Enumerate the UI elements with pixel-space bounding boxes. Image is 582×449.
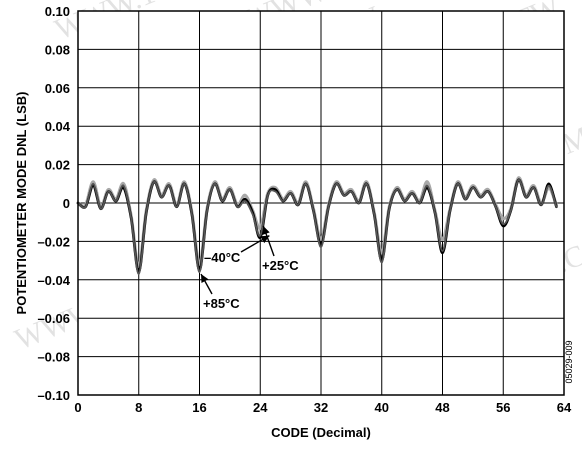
series-layer — [76, 176, 558, 275]
y-tick-labels: 0.10 0.08 0.06 0.04 0.02 0 –0.02 –0.04 –0.06 –0.0… — [37, 4, 70, 403]
y-tick-label: 0.10 — [45, 4, 70, 19]
x-tick-label: 64 — [557, 400, 572, 415]
plot-frame — [77, 10, 565, 396]
y-axis-label: POTENTIOMETER MODE DNL (LSB) — [14, 92, 29, 315]
x-tick-label: 0 — [74, 400, 81, 415]
y-tick-label: 0.08 — [45, 42, 70, 57]
x-tick-label: 40 — [375, 400, 389, 415]
x-tick-label: 32 — [314, 400, 328, 415]
y-tick-label: 0.02 — [45, 158, 70, 173]
annotation-plus25c-label: +25°C — [262, 258, 299, 273]
annotation-plus85c-label: +85°C — [203, 296, 240, 311]
figure-id: 05029-009 — [564, 340, 574, 383]
series-line-plus25c — [77, 179, 558, 275]
x-tick-label: 48 — [435, 400, 449, 415]
x-tick-labels: 0 8 16 24 32 40 48 56 64 — [74, 400, 572, 415]
y-tick-label: –0.10 — [37, 388, 70, 403]
annotation-plus85c-arrowhead — [201, 274, 209, 283]
x-tick-label: 24 — [253, 400, 268, 415]
annotation-plus25c-arrowhead — [262, 226, 270, 235]
y-tick-label: 0.04 — [45, 119, 71, 134]
x-axis-label: CODE (Decimal) — [271, 425, 371, 440]
x-tick-label: 8 — [135, 400, 142, 415]
x-tick-label: 56 — [496, 400, 510, 415]
annotations-layer: –40°C +25°C +85°C — [200, 225, 299, 311]
x-tick-label: 16 — [192, 400, 206, 415]
annotation-minus40c-label: –40°C — [204, 250, 241, 265]
y-tick-label: –0.06 — [37, 311, 70, 326]
y-tick-label: –0.08 — [37, 350, 70, 365]
y-tick-label: –0.02 — [37, 234, 70, 249]
y-tick-label: 0.06 — [45, 81, 70, 96]
y-tick-label: –0.04 — [37, 273, 70, 288]
y-tick-label: 0 — [63, 196, 70, 211]
